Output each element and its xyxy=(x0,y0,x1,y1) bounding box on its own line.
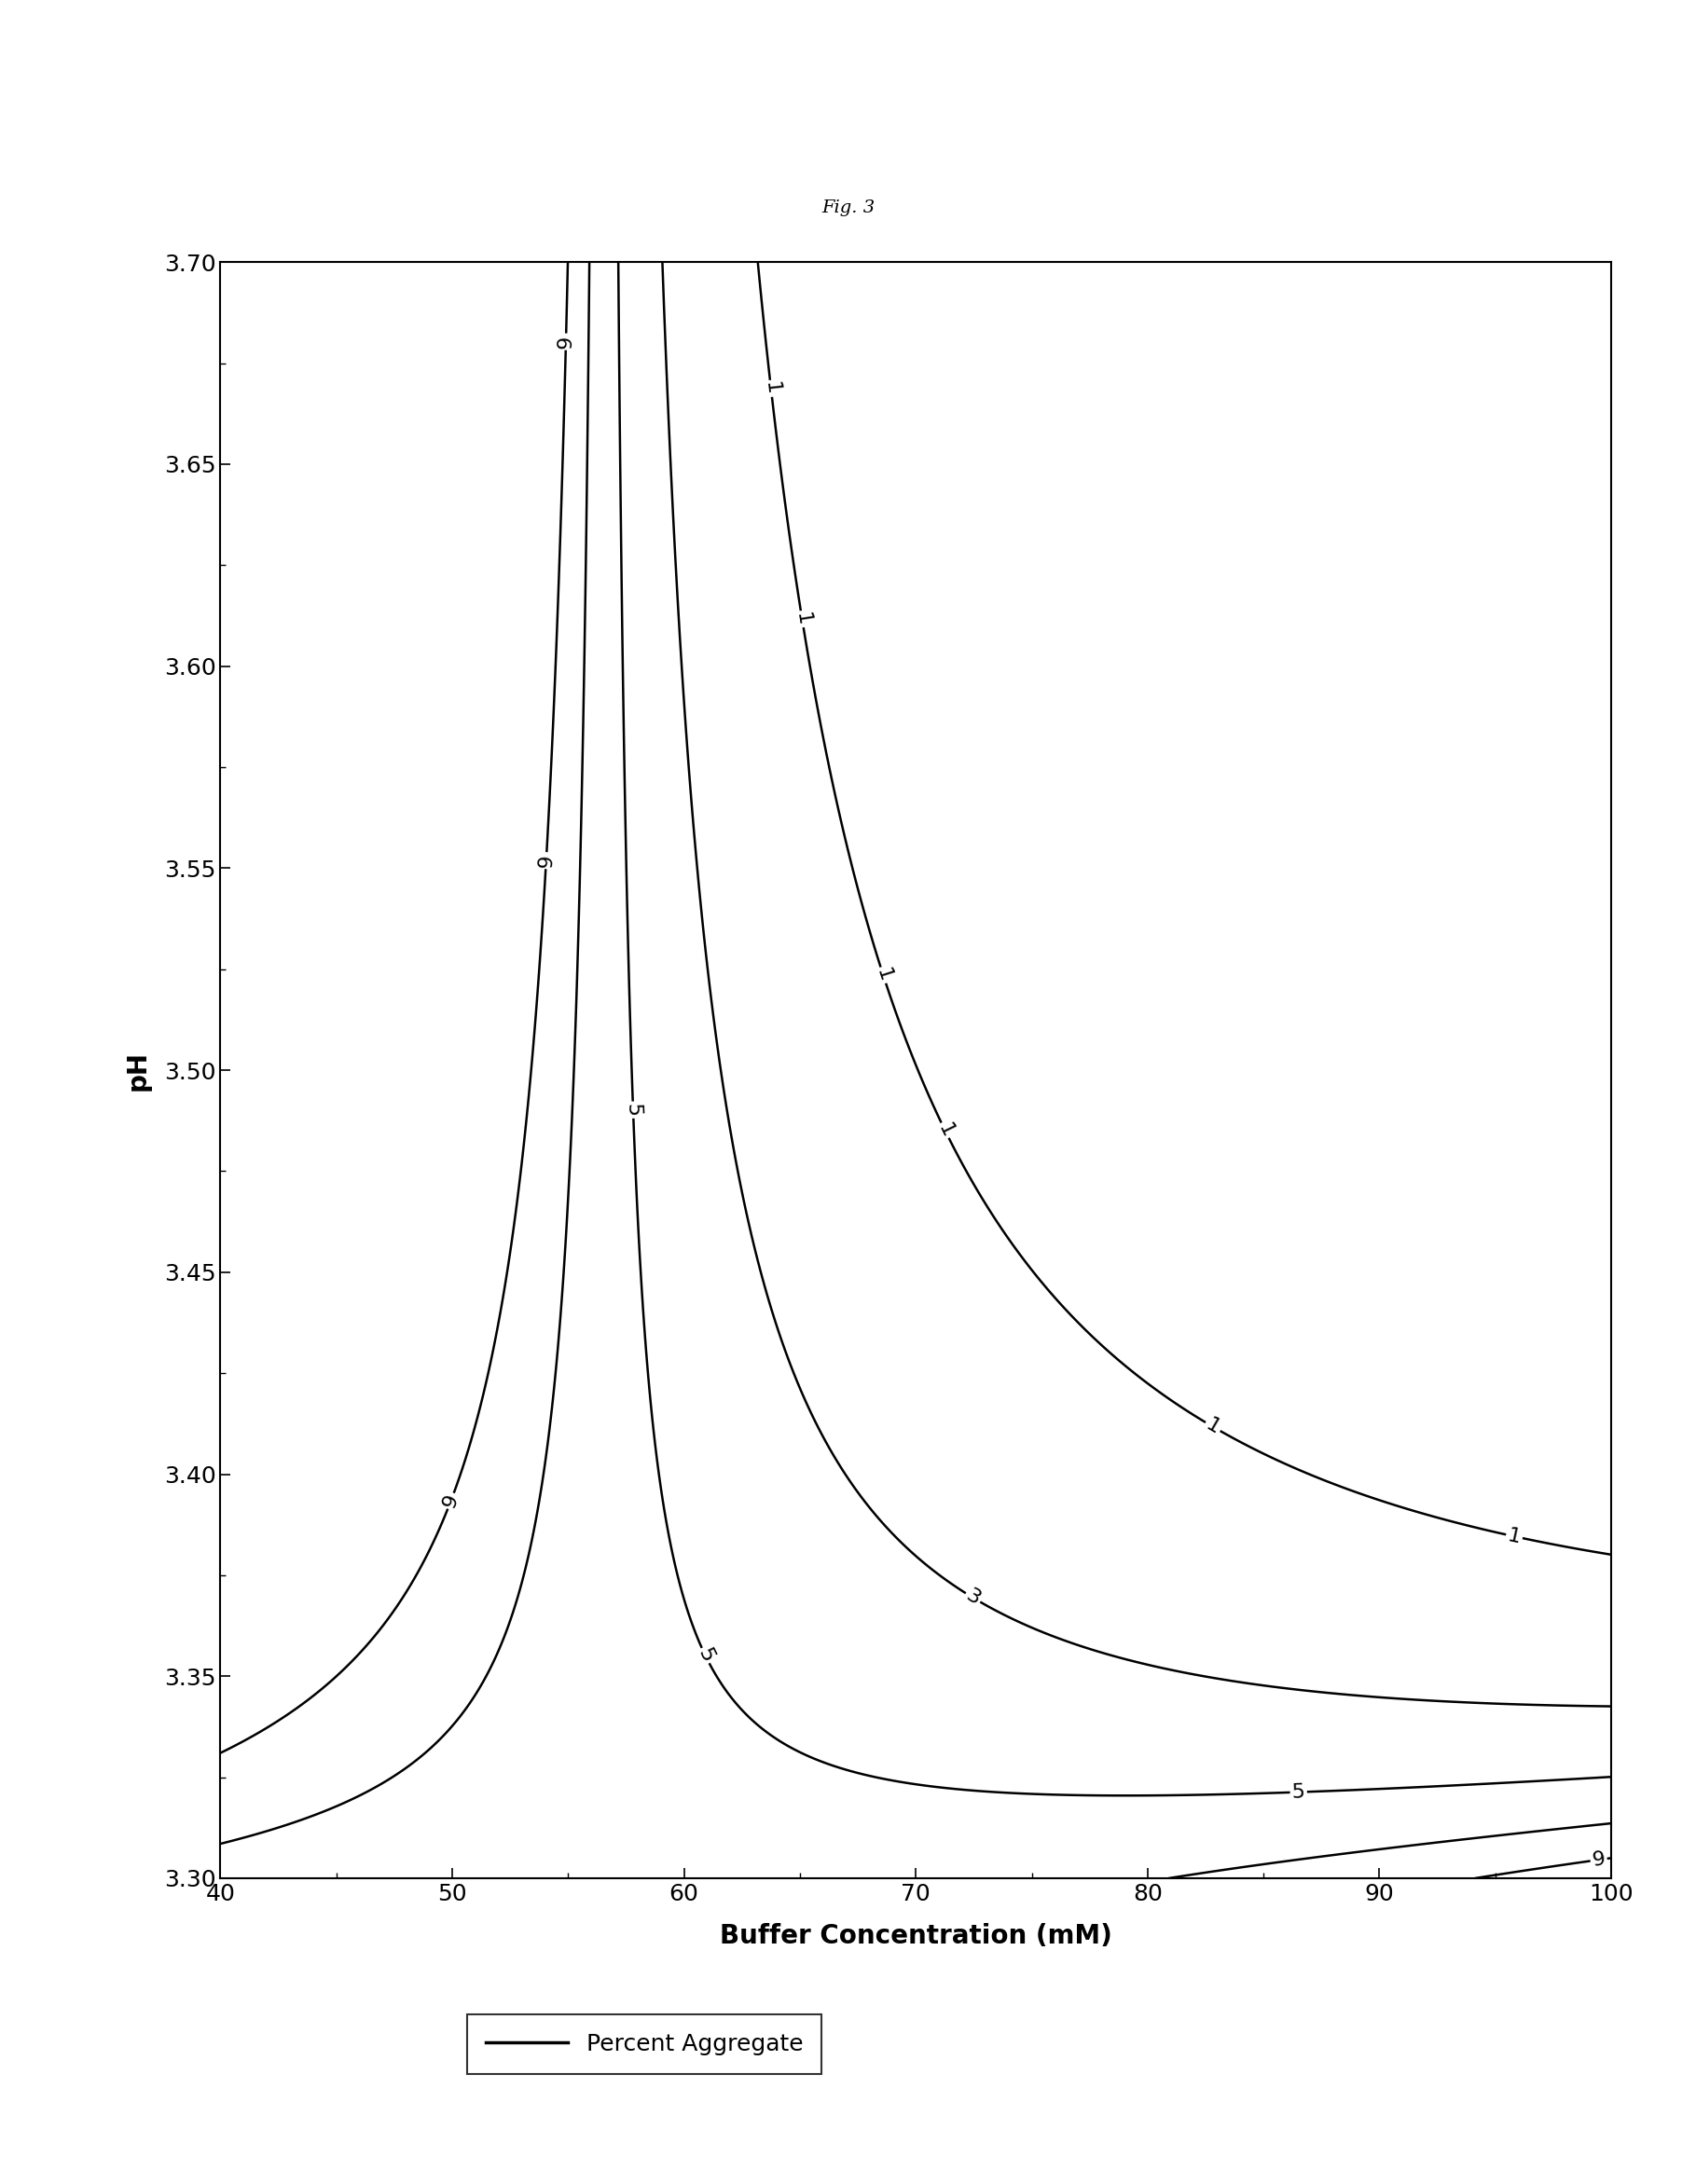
Text: 5: 5 xyxy=(1292,1782,1306,1802)
Text: 9: 9 xyxy=(1591,1850,1606,1870)
Y-axis label: pH: pH xyxy=(126,1051,151,1090)
Text: 9: 9 xyxy=(536,854,556,867)
Text: 9: 9 xyxy=(556,334,575,349)
Text: 5: 5 xyxy=(624,1103,643,1116)
Text: 1: 1 xyxy=(872,965,894,985)
Text: 1: 1 xyxy=(1506,1527,1523,1546)
Text: 5: 5 xyxy=(694,1645,717,1666)
Text: 1: 1 xyxy=(792,612,812,627)
Text: 1: 1 xyxy=(762,380,780,395)
Text: 1: 1 xyxy=(934,1120,957,1140)
Text: 9: 9 xyxy=(439,1492,461,1511)
Text: 1: 1 xyxy=(1202,1415,1223,1437)
Legend: Percent Aggregate: Percent Aggregate xyxy=(468,2014,821,2075)
X-axis label: Buffer Concentration (mM): Buffer Concentration (mM) xyxy=(719,1924,1113,1950)
Text: 3: 3 xyxy=(963,1586,984,1610)
Text: Fig. 3: Fig. 3 xyxy=(821,199,875,216)
